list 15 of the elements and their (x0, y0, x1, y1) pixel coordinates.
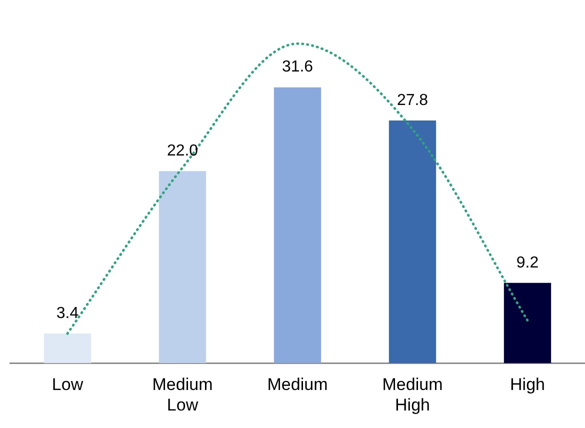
bar (158, 171, 206, 364)
data-label: 9.2 (516, 254, 539, 272)
data-label: 22.0 (166, 142, 198, 160)
bar (504, 282, 552, 364)
data-label: 31.6 (282, 58, 314, 76)
x-tick-label: Medium High (382, 375, 443, 414)
bar (44, 334, 92, 364)
x-tick-label: High (510, 375, 545, 394)
x-tick-label: Medium (267, 375, 328, 394)
data-label: 3.4 (56, 304, 79, 322)
x-tick-label: Medium Low (152, 375, 213, 414)
bar (274, 87, 322, 364)
data-label: 27.8 (396, 92, 428, 109)
x-tick-label: Low (52, 375, 84, 394)
bar (388, 120, 436, 364)
